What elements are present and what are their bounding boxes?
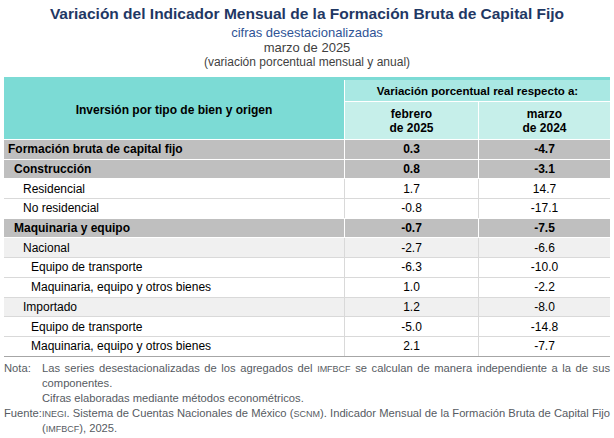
row-label: Construcción xyxy=(4,160,344,179)
value-annual-change: -3.1 xyxy=(478,160,610,179)
column-header-febrero-2025: febrero de 2025 xyxy=(344,101,478,139)
investment-variation-table: Inversión por tipo de bien y origen Vari… xyxy=(4,77,610,357)
value-annual-change: 14.7 xyxy=(478,179,610,198)
value-annual-change: -10.0 xyxy=(478,258,610,277)
row-label: Importado xyxy=(4,298,344,317)
value-monthly-change: -6.3 xyxy=(344,258,478,277)
table-row: Formación bruta de capital fijo0.3-4.7 xyxy=(4,139,610,159)
row-label: Maquinaria, equipo y otros bienes xyxy=(4,337,344,356)
table-row: Equipo de transporte-5.0-14.8 xyxy=(4,316,610,336)
note-row: Nota:Las series desestacionalizadas de l… xyxy=(4,361,610,406)
note-row: Fuente:INEGI. Sistema de Cuentas Naciona… xyxy=(4,406,610,437)
row-label: Maquinaria, equipo y otros bienes xyxy=(4,278,344,297)
note-label: Fuente: xyxy=(4,406,42,437)
column-group-header-cell: Variación porcentual real respecto a: xyxy=(344,80,610,101)
note-paragraph: Las series desestacionalizadas de los ag… xyxy=(42,361,610,391)
value-annual-change: -7.5 xyxy=(478,219,610,238)
value-monthly-change: -2.7 xyxy=(344,238,478,257)
table-body: Formación bruta de capital fijo0.3-4.7Co… xyxy=(4,139,610,356)
table-row: Construcción0.8-3.1 xyxy=(4,159,610,179)
value-annual-change: -6.6 xyxy=(478,238,610,257)
note-text: Las series desestacionalizadas de los ag… xyxy=(42,362,317,374)
note-paragraph: Cifras elaboradas mediante métodos econo… xyxy=(42,391,610,406)
table-row: Equipo de transporte-6.3-10.0 xyxy=(4,257,610,277)
row-label: No residencial xyxy=(4,199,344,218)
table-row: Residencial1.714.7 xyxy=(4,178,610,198)
subtitle-variation-note: (variación porcentual mensual y anual) xyxy=(0,55,614,69)
note-text: . Sistema de Cuentas Nacionales de Méxic… xyxy=(67,407,294,419)
acronym-text: IMFBCF xyxy=(317,364,351,374)
note-label: Nota: xyxy=(4,361,42,406)
table-header: Inversión por tipo de bien y origen Vari… xyxy=(4,77,610,139)
value-annual-change: -4.7 xyxy=(478,140,610,159)
value-monthly-change: 1.0 xyxy=(344,278,478,297)
value-annual-change: -2.2 xyxy=(478,278,610,297)
note-paragraph: INEGI. Sistema de Cuentas Nacionales de … xyxy=(42,406,610,437)
table-row: Maquinaria, equipo y otros bienes2.1-7.7 xyxy=(4,336,610,356)
table-row: Importado1.2-8.0 xyxy=(4,297,610,317)
acronym-text: SCNM xyxy=(294,409,321,419)
value-monthly-change: 0.8 xyxy=(344,160,478,179)
subtitle-period: marzo de 2025 xyxy=(0,40,614,55)
note-text: Cifras elaboradas mediante métodos econo… xyxy=(42,392,304,404)
column-header-line2: de 2025 xyxy=(389,121,433,135)
column-header-line1: marzo xyxy=(527,107,562,121)
value-monthly-change: -5.0 xyxy=(344,317,478,336)
column-header-marzo-2024: marzo de 2024 xyxy=(478,101,610,139)
row-label: Nacional xyxy=(4,238,344,257)
footnotes: Nota:Las series desestacionalizadas de l… xyxy=(4,361,610,438)
value-monthly-change: 1.7 xyxy=(344,179,478,198)
title-block: Variación del Indicador Mensual de la Fo… xyxy=(0,0,614,69)
row-label: Residencial xyxy=(4,179,344,198)
table-row: Nacional-2.7-6.6 xyxy=(4,237,610,257)
value-monthly-change: 1.2 xyxy=(344,298,478,317)
value-monthly-change: 0.3 xyxy=(344,140,478,159)
subtitle-series-type: cifras desestacionalizadas xyxy=(0,25,614,40)
table-row: No residencial-0.8-17.1 xyxy=(4,198,610,218)
page-title: Variación del Indicador Mensual de la Fo… xyxy=(0,4,614,23)
value-monthly-change: -0.7 xyxy=(344,219,478,238)
column-header-line1: febrero xyxy=(391,107,432,121)
row-label: Formación bruta de capital fijo xyxy=(4,140,344,159)
table-row: Maquinaria y equipo-0.7-7.5 xyxy=(4,218,610,238)
value-monthly-change: 2.1 xyxy=(344,337,478,356)
row-header-cell: Inversión por tipo de bien y origen xyxy=(4,80,344,139)
row-label: Equipo de transporte xyxy=(4,258,344,277)
note-body: Las series desestacionalizadas de los ag… xyxy=(42,361,610,406)
table-row: Maquinaria, equipo y otros bienes1.0-2.2 xyxy=(4,277,610,297)
note-body: INEGI. Sistema de Cuentas Nacionales de … xyxy=(42,406,610,437)
row-label: Maquinaria y equipo xyxy=(4,219,344,238)
value-annual-change: -8.0 xyxy=(478,298,610,317)
value-annual-change: -14.8 xyxy=(478,317,610,336)
column-header-line2: de 2024 xyxy=(522,121,566,135)
acronym-text: INEGI xyxy=(42,409,67,419)
press-release-page: Variación del Indicador Mensual de la Fo… xyxy=(0,0,614,438)
acronym-text: IMFBCF xyxy=(46,424,80,434)
value-monthly-change: -0.8 xyxy=(344,199,478,218)
note-text: ), 2025. xyxy=(79,422,117,434)
row-label: Equipo de transporte xyxy=(4,317,344,336)
value-annual-change: -17.1 xyxy=(478,199,610,218)
value-annual-change: -7.7 xyxy=(478,337,610,356)
